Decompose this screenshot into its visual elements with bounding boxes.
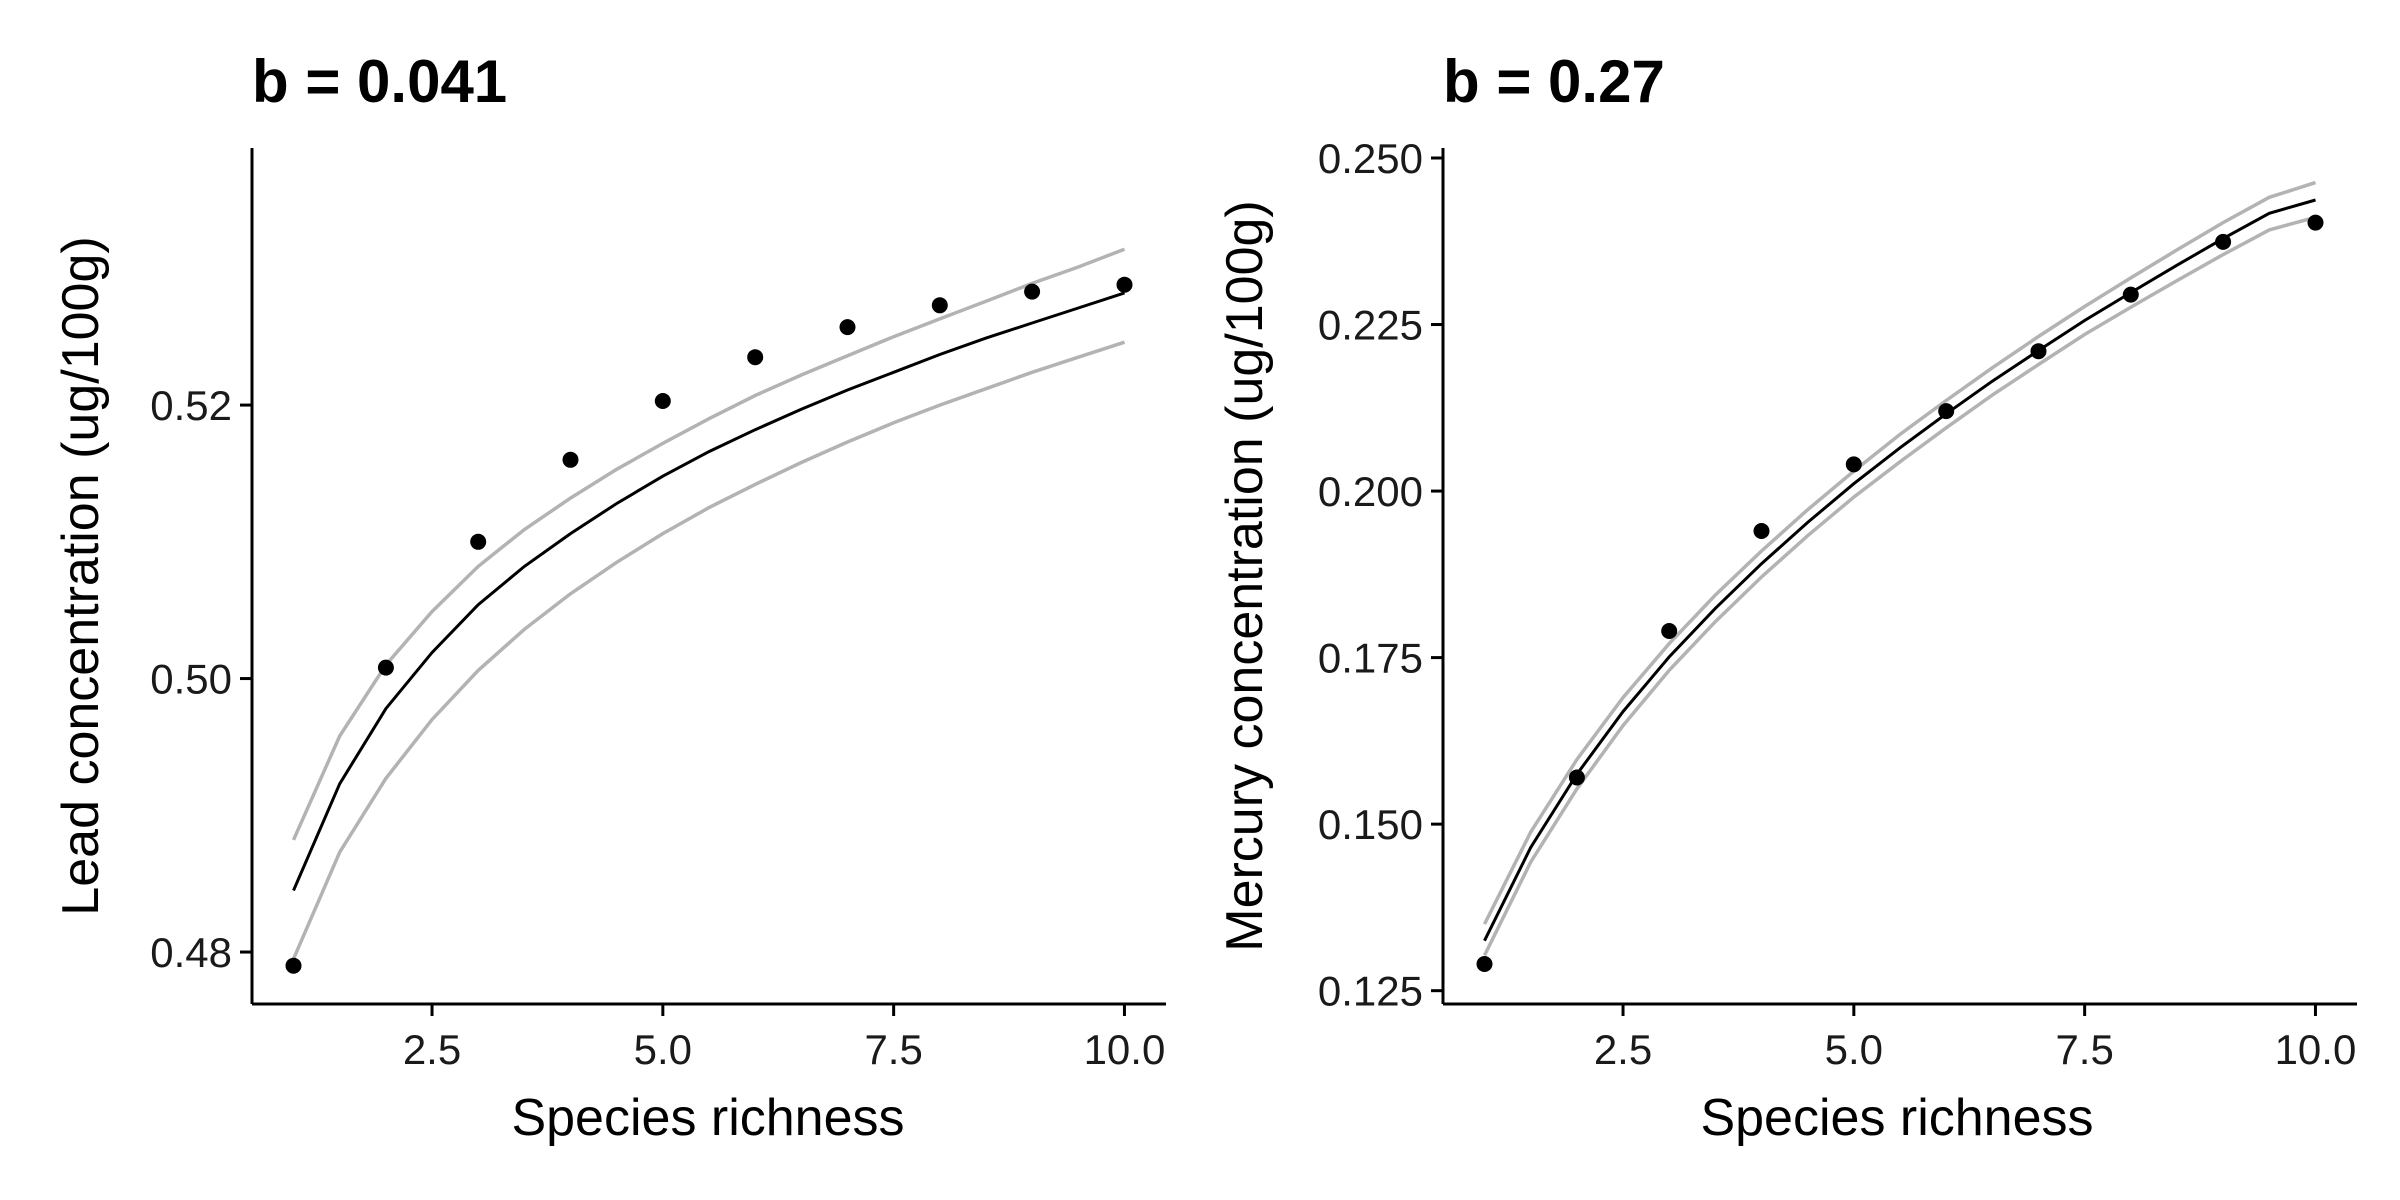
lead-ci-upper-line: [291, 247, 1126, 841]
lead-data-point: [654, 393, 671, 409]
lead-y-tick-label: 0.50: [150, 656, 232, 703]
mercury-x-tick-label: 10.0: [2275, 1026, 2357, 1073]
lead-x-axis-label: Species richness: [511, 1089, 904, 1147]
mercury-y-tick-label: 0.150: [1318, 801, 1423, 848]
lead-fit-line: [292, 291, 1125, 892]
lead-y-tick-label: 0.48: [150, 929, 232, 976]
lead-data-point: [377, 659, 394, 676]
mercury-data-point: [2122, 286, 2139, 303]
lead-data-point: [747, 349, 764, 366]
lead-x-ticks: 2.5 5.0 7.5 10.0: [403, 1004, 1165, 1073]
mercury-data-point: [2215, 233, 2232, 250]
lead-x-tick-label: 10.0: [1084, 1026, 1166, 1073]
mercury-data-point: [1476, 956, 1493, 972]
mercury-data-point: [1568, 769, 1585, 786]
mercury-x-ticks: 2.5 5.0 7.5 10.0: [1594, 1004, 2356, 1073]
lead-data-point: [839, 319, 856, 336]
lead-data-point: [285, 957, 302, 974]
mercury-y-ticks: 0.125 0.150 0.175 0.200 0.225 0.250: [1318, 135, 1443, 1015]
lead-data-point: [470, 533, 487, 550]
lead-data-point: [562, 451, 579, 468]
lead-x-tick-label: 5.0: [634, 1026, 692, 1073]
mercury-y-tick-label: 0.225: [1318, 302, 1423, 349]
lead-x-tick-label: 2.5: [403, 1026, 461, 1073]
lead-y-axis-label: Lead concentration (ug/100g): [52, 236, 110, 915]
mercury-fit-curve: [1483, 198, 2316, 942]
mercury-panel: b = 0.27 Species richness Mercury concen…: [1216, 48, 2357, 1147]
mercury-fit-line: [1483, 198, 2316, 942]
mercury-data-point: [1938, 403, 1955, 420]
mercury-confidence-band: [1482, 180, 2317, 957]
lead-ci-lower-line: [291, 340, 1126, 960]
mercury-x-axis-label: Species richness: [1700, 1089, 2093, 1147]
mercury-data-point: [1845, 456, 1862, 473]
mercury-data-point: [1661, 623, 1678, 639]
mercury-y-tick-label: 0.200: [1318, 468, 1423, 515]
lead-x-tick-label: 7.5: [864, 1026, 922, 1073]
lead-data-point: [1024, 283, 1041, 300]
mercury-data-points: [1476, 214, 2324, 972]
mercury-y-axis-label: Mercury concentration (ug/100g): [1216, 200, 1274, 952]
lead-panel-title: b = 0.041: [252, 48, 507, 115]
mercury-x-tick-label: 2.5: [1594, 1026, 1652, 1073]
mercury-panel-title: b = 0.27: [1443, 48, 1665, 115]
lead-data-point: [1116, 276, 1133, 293]
lead-y-tick-label: 0.52: [150, 382, 232, 429]
lead-data-points: [285, 276, 1133, 974]
mercury-data-point: [2030, 343, 2047, 360]
lead-panel: b = 0.041 Species richness Lead concentr…: [52, 48, 1166, 1147]
mercury-x-tick-label: 7.5: [2055, 1026, 2113, 1073]
mercury-ci-upper-line: [1482, 180, 2317, 925]
lead-confidence-band: [291, 247, 1126, 960]
mercury-y-tick-label: 0.125: [1318, 968, 1423, 1015]
lead-data-point: [931, 297, 948, 314]
mercury-data-point: [1753, 523, 1770, 539]
mercury-y-tick-label: 0.250: [1318, 135, 1423, 182]
mercury-y-tick-label: 0.175: [1318, 635, 1423, 682]
mercury-ci-lower-line: [1482, 215, 2316, 957]
lead-y-ticks: 0.48 0.50 0.52: [150, 382, 252, 976]
mercury-data-point: [2307, 214, 2324, 231]
lead-fit-curve: [292, 291, 1125, 892]
mercury-x-tick-label: 5.0: [1825, 1026, 1883, 1073]
